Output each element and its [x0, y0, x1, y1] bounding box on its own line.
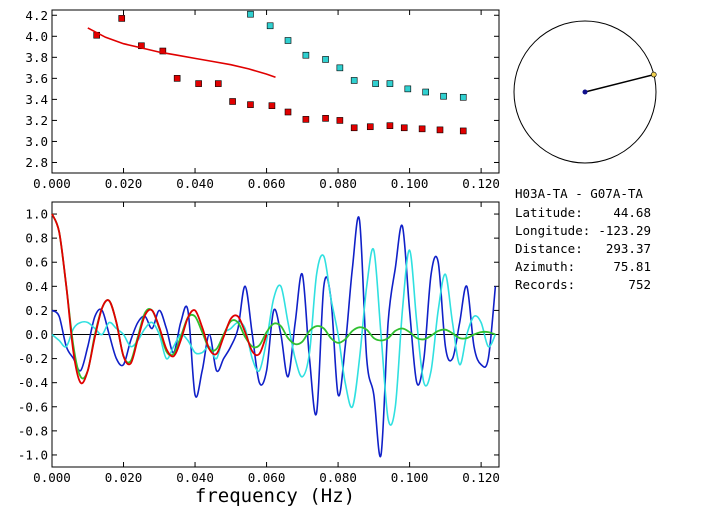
cyan-velocity-point: [350, 77, 358, 84]
y-tick-label: 3.0: [25, 134, 48, 149]
station-info: H03A-TA - G07A-TA Latitude: 44.68 Longit…: [515, 186, 651, 292]
cyan-velocity-point: [459, 93, 467, 101]
cyan-velocity-point: [372, 80, 379, 87]
y-tick-label: 0.0: [25, 327, 48, 342]
azimuth-value: 75.81: [613, 259, 651, 274]
cyan-velocity-point: [336, 64, 344, 72]
y-tick-label: 1.0: [25, 207, 48, 222]
cyan-velocity-point: [322, 56, 329, 63]
latitude-value: 44.68: [613, 205, 651, 220]
records-label: Records:: [515, 277, 575, 292]
red-velocity-point: [229, 98, 236, 105]
distance-value: 293.37: [606, 241, 651, 256]
correlation-ticks: 0.000 0.020 0.040 0.060 0.080 0.100 0.120 1.0 0.…: [18, 202, 500, 485]
dispersion-curve: [87, 27, 276, 79]
cyan-velocity-point: [266, 22, 274, 30]
red-velocity-point: [302, 116, 310, 123]
red-velocity-point: [336, 117, 344, 124]
red-velocity-point: [247, 101, 254, 108]
compass-circle: [513, 20, 657, 164]
red-velocity-point: [159, 47, 167, 55]
y-tick-label: 4.0: [25, 29, 48, 44]
y-tick-label: 3.2: [25, 113, 48, 128]
correlation-panel: 0.000 0.020 0.040 0.060 0.080 0.100 0.120 1.0 0.…: [18, 201, 500, 507]
azimuth-end-dot: [650, 71, 657, 78]
correlation-marks: [51, 213, 497, 458]
red-velocity-point: [350, 124, 358, 132]
station-dot: [582, 89, 588, 95]
red-velocity-point: [400, 124, 408, 132]
longitude-value: -123.29: [598, 223, 651, 238]
x-tick-label: 0.000: [33, 470, 71, 485]
red-velocity-point: [322, 115, 329, 122]
dispersion-frame: [51, 9, 500, 174]
y-tick-label: 2.8: [25, 155, 48, 170]
red-velocity-point: [118, 15, 126, 22]
azimuth-needle: [584, 73, 654, 93]
x-tick-label: 0.020: [105, 470, 143, 485]
dispersion-ticks: 0.000 0.020 0.040 0.060 0.080 0.100 0.120 2.8 3.…: [25, 8, 500, 191]
red-velocity-point: [195, 80, 202, 87]
red-velocity-point: [459, 127, 467, 135]
y-tick-label: -0.4: [18, 375, 48, 390]
azimuth-label: Azimuth:: [515, 259, 575, 274]
records-value: 752: [628, 277, 651, 292]
y-tick-label: -0.6: [18, 399, 48, 414]
red-velocity-point: [436, 126, 444, 134]
cyan-velocity-point: [284, 37, 292, 44]
cyan-velocity-point: [247, 10, 254, 18]
y-tick-label: 0.4: [25, 279, 48, 294]
x-axis-label: frequency (Hz): [195, 485, 355, 507]
cyan-correlation-curve: [51, 247, 497, 426]
x-tick-label: 0.120: [462, 176, 500, 191]
y-tick-label: -0.8: [18, 423, 48, 438]
x-tick-label: 0.040: [176, 176, 214, 191]
y-tick-label: -0.2: [18, 351, 48, 366]
x-tick-label: 0.060: [248, 176, 286, 191]
y-tick-label: 4.2: [25, 8, 48, 23]
red-velocity-point: [138, 42, 145, 50]
x-tick-label: 0.100: [391, 470, 429, 485]
x-tick-label: 0.040: [176, 470, 214, 485]
y-tick-label: 0.6: [25, 255, 48, 270]
y-tick-label: -1.0: [18, 447, 48, 462]
latitude-label: Latitude:: [515, 205, 583, 220]
x-tick-label: 0.000: [33, 176, 71, 191]
station-pair-title: H03A-TA - G07A-TA: [515, 186, 643, 201]
dispersion-marks: [87, 10, 467, 135]
cyan-velocity-point: [302, 51, 310, 59]
y-tick-label: 0.8: [25, 231, 48, 246]
longitude-label: Longitude:: [515, 223, 590, 238]
y-tick-label: 0.2: [25, 303, 48, 318]
red-velocity-point: [284, 108, 292, 116]
x-tick-label: 0.060: [248, 470, 286, 485]
distance-label: Distance:: [515, 241, 583, 256]
cyan-velocity-point: [386, 80, 394, 87]
x-tick-label: 0.100: [391, 176, 429, 191]
red-velocity-point: [214, 80, 222, 87]
x-tick-label: 0.080: [319, 176, 357, 191]
red-velocity-point: [366, 123, 374, 131]
cyan-velocity-point: [404, 85, 412, 93]
azimuth-compass: [513, 20, 657, 164]
cyan-velocity-point: [440, 92, 447, 100]
x-tick-label: 0.080: [319, 470, 357, 485]
red-model-curve: [51, 213, 268, 385]
y-tick-label: 3.6: [25, 71, 48, 86]
red-velocity-point: [268, 102, 276, 109]
blue-correlation-curve: [51, 216, 497, 458]
x-tick-label: 0.020: [105, 176, 143, 191]
dispersion-panel: 0.000 0.020 0.040 0.060 0.080 0.100 0.120 2.8 3.…: [25, 8, 500, 191]
x-tick-label: 0.120: [462, 470, 500, 485]
y-tick-label: 3.8: [25, 50, 48, 65]
red-velocity-point: [418, 125, 426, 133]
red-velocity-point: [386, 122, 394, 129]
red-velocity-point: [173, 75, 181, 82]
cyan-velocity-point: [422, 88, 429, 96]
y-tick-label: 3.4: [25, 92, 48, 107]
